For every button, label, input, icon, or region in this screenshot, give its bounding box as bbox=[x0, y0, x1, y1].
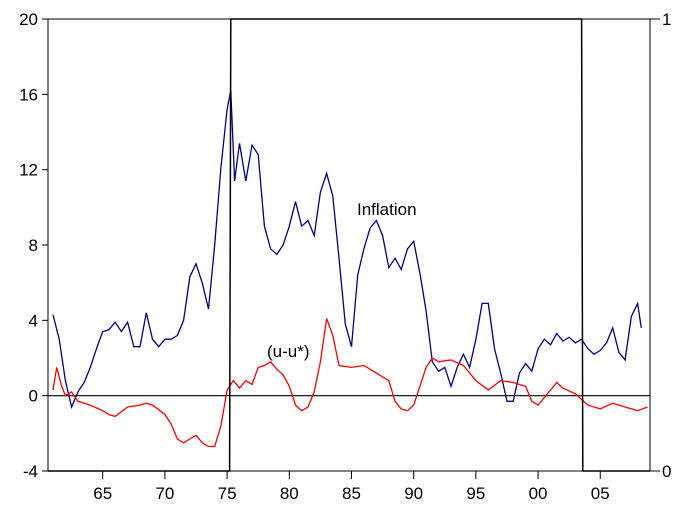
annotation: (u-u*) bbox=[267, 342, 310, 361]
x-tick-label: 75 bbox=[218, 484, 237, 503]
y-tick-label: 20 bbox=[19, 10, 38, 29]
y-tick-label: -4 bbox=[23, 462, 38, 481]
x-tick-label: 00 bbox=[529, 484, 548, 503]
x-tick-label: 05 bbox=[591, 484, 610, 503]
y-tick-label: 12 bbox=[19, 161, 38, 180]
series-line bbox=[52, 318, 648, 448]
series-line bbox=[52, 90, 642, 410]
x-tick-label: 80 bbox=[280, 484, 299, 503]
y2-tick-label: 1 bbox=[662, 10, 671, 29]
x-tick-label: 95 bbox=[466, 484, 485, 503]
y-tick-label: 4 bbox=[29, 311, 38, 330]
y2-tick-label: 0 bbox=[662, 462, 671, 481]
plot-frame bbox=[47, 18, 651, 472]
y-tick-label: 8 bbox=[29, 236, 38, 255]
y-tick-label: 16 bbox=[19, 85, 38, 104]
series-line bbox=[48, 18, 650, 472]
x-tick-label: 70 bbox=[155, 484, 174, 503]
x-tick-label: 90 bbox=[404, 484, 423, 503]
x-tick-label: 65 bbox=[93, 484, 112, 503]
annotation: Inflation bbox=[357, 200, 417, 219]
y-tick-label: 0 bbox=[29, 387, 38, 406]
x-tick-label: 85 bbox=[342, 484, 361, 503]
